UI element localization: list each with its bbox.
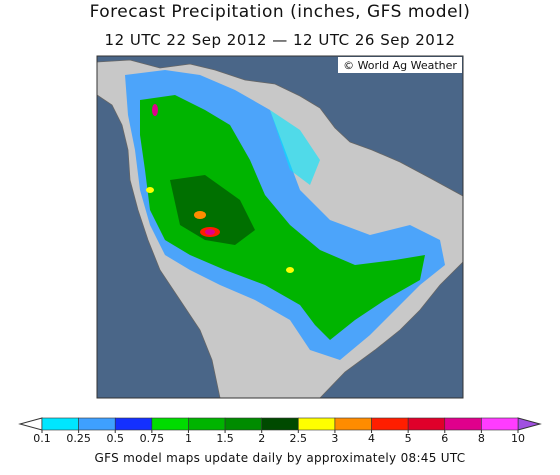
colorbar-bin <box>114 417 153 431</box>
precip-max <box>152 104 158 116</box>
precip-max <box>194 211 206 219</box>
colorbar-bin <box>41 417 79 431</box>
over-triangle <box>517 417 542 431</box>
tick-label: 0.75 <box>140 432 165 445</box>
tick-label: 5 <box>405 432 412 445</box>
under-triangle <box>18 417 43 431</box>
tick-label: 8 <box>478 432 485 445</box>
colorbar-bin <box>407 417 446 431</box>
tick-label: 6 <box>441 432 448 445</box>
colorbar-bin <box>224 417 262 431</box>
colorbar-bin <box>444 417 482 431</box>
colorbar-bin <box>188 417 226 431</box>
precip-cyan <box>270 110 320 185</box>
tick-label: 4 <box>368 432 375 445</box>
precip-heavy <box>170 175 255 245</box>
colorbar-bin <box>78 417 116 431</box>
precip-max <box>286 267 294 273</box>
precip-max <box>205 229 215 235</box>
precip-max <box>146 187 154 193</box>
subtitle: 12 UTC 22 Sep 2012 — 12 UTC 26 Sep 2012 <box>105 31 456 49</box>
tick-label: 0.1 <box>33 432 51 445</box>
tick-label: 10 <box>511 432 525 445</box>
footer: GFS model maps update daily by approxima… <box>95 451 466 465</box>
map: © World Ag Weather <box>96 55 464 399</box>
title: Forecast Precipitation (inches, GFS mode… <box>90 2 471 22</box>
tick-label: 1 <box>185 432 192 445</box>
colorbar-bin <box>151 417 189 431</box>
colorbar-bin <box>334 417 372 431</box>
colorbar-bin <box>298 417 336 431</box>
credit-box <box>338 57 462 73</box>
tick-label: 3 <box>331 432 338 445</box>
colorbar: 0.1 0.25 0.5 0.75 1 1.5 2 2.5 3 4 5 6 8 10 <box>18 417 542 445</box>
tick-label: 1.5 <box>216 432 234 445</box>
precip-moderate <box>140 95 425 340</box>
credit: © World Ag Weather <box>343 59 457 72</box>
colorbar-bin <box>261 417 299 431</box>
colorbar-bin <box>371 417 409 431</box>
tick-label: 2 <box>258 432 265 445</box>
colorbar-bin <box>481 417 519 431</box>
tick-label: 2.5 <box>290 432 308 445</box>
map-frame <box>96 55 464 399</box>
tick-label: 0.25 <box>66 432 91 445</box>
tick-label: 0.5 <box>106 432 124 445</box>
